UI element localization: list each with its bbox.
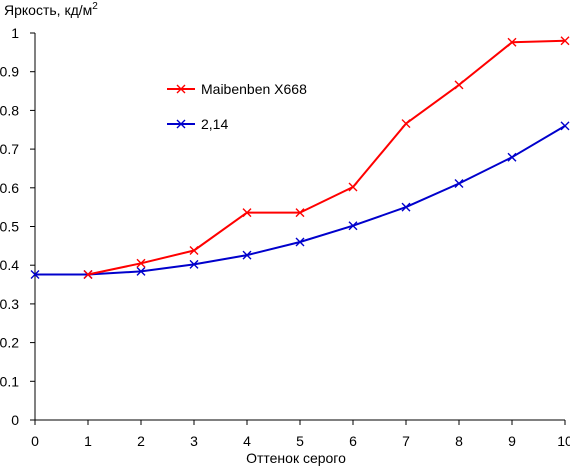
data-point-gamma [454, 179, 464, 189]
legend-label-gamma: 2,14 [201, 116, 228, 132]
data-point-maibenben [348, 182, 358, 192]
y-tick-label: 0.5 [0, 219, 19, 235]
legend-item-maibenben: Maibenben X668 [167, 81, 307, 97]
y-axis-title-text: Яркость, кд/м [4, 2, 92, 18]
series-line-maibenben [87, 39, 566, 276]
data-point-maibenben [136, 258, 146, 268]
data-point-maibenben [189, 245, 199, 255]
x-ticks: 0 1 2 3 4 5 6 7 8 9 10 [31, 420, 570, 449]
legend-marker-maibenben [176, 84, 186, 94]
y-tick-label: 0.1 [0, 373, 19, 389]
y-tick-label: 0.2 [0, 335, 19, 351]
data-point-gamma [401, 202, 411, 212]
x-tick-label: 8 [455, 433, 463, 449]
series-layer [30, 36, 570, 279]
legend-marker-gamma [176, 119, 186, 129]
y-axis-title: Яркость, кд/м2 [4, 1, 98, 18]
y-axis-title-superscript: 2 [92, 1, 98, 12]
x-tick-label: 10 [557, 433, 570, 449]
x-tick-label: 2 [137, 433, 145, 449]
legend-item-gamma: 2,14 [167, 116, 228, 132]
x-tick-label: 1 [84, 433, 92, 449]
x-tick-label: 7 [402, 433, 410, 449]
data-point-maibenben [507, 37, 517, 47]
y-tick-label: 0 [11, 412, 19, 428]
x-axis-title: Оттенок серого [246, 450, 346, 466]
data-point-gamma [348, 221, 358, 231]
data-point-gamma [507, 152, 517, 162]
data-point-gamma [30, 269, 40, 279]
x-tick-label: 4 [243, 433, 251, 449]
y-tick-label: 0.8 [0, 102, 19, 118]
x-tick-label: 6 [349, 433, 357, 449]
x-tick-label: 3 [190, 433, 198, 449]
data-point-maibenben [454, 80, 464, 90]
series-line-gamma [35, 125, 566, 276]
x-tick-label: 5 [296, 433, 304, 449]
data-point-maibenben [401, 119, 411, 129]
data-point-gamma [136, 266, 146, 276]
y-ticks: 0 0.1 0.2 0.3 0.4 0.5 0.6 0.7 0.8 0.9 1 [0, 25, 35, 428]
y-tick-label: 1 [11, 25, 19, 41]
y-tick-label: 0.9 [0, 64, 19, 80]
data-point-gamma [560, 121, 570, 131]
data-point-gamma [242, 250, 252, 260]
series-maibenben [83, 36, 570, 279]
y-tick-label: 0.6 [0, 180, 19, 196]
series-gamma [30, 121, 570, 279]
data-point-gamma [295, 237, 305, 247]
y-tick-label: 0.3 [0, 296, 19, 312]
legend-label-maibenben: Maibenben X668 [201, 81, 307, 97]
legend: Maibenben X668 2,14 [167, 81, 307, 132]
data-point-maibenben [560, 36, 570, 46]
x-tick-label: 0 [31, 433, 39, 449]
y-tick-label: 0.7 [0, 141, 19, 157]
data-point-maibenben [295, 208, 305, 218]
x-tick-label: 9 [508, 433, 516, 449]
data-point-maibenben [83, 269, 93, 279]
y-tick-label: 0.4 [0, 257, 19, 273]
data-point-gamma [189, 259, 199, 269]
data-point-maibenben [242, 208, 252, 218]
